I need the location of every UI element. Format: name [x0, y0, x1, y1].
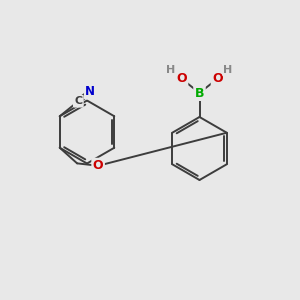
Text: O: O — [212, 72, 223, 85]
Text: H: H — [224, 64, 232, 75]
Text: C: C — [74, 96, 83, 106]
Text: B: B — [195, 86, 204, 100]
Text: O: O — [176, 72, 187, 85]
Text: O: O — [93, 159, 104, 172]
Text: N: N — [85, 85, 95, 98]
Text: H: H — [167, 64, 176, 75]
